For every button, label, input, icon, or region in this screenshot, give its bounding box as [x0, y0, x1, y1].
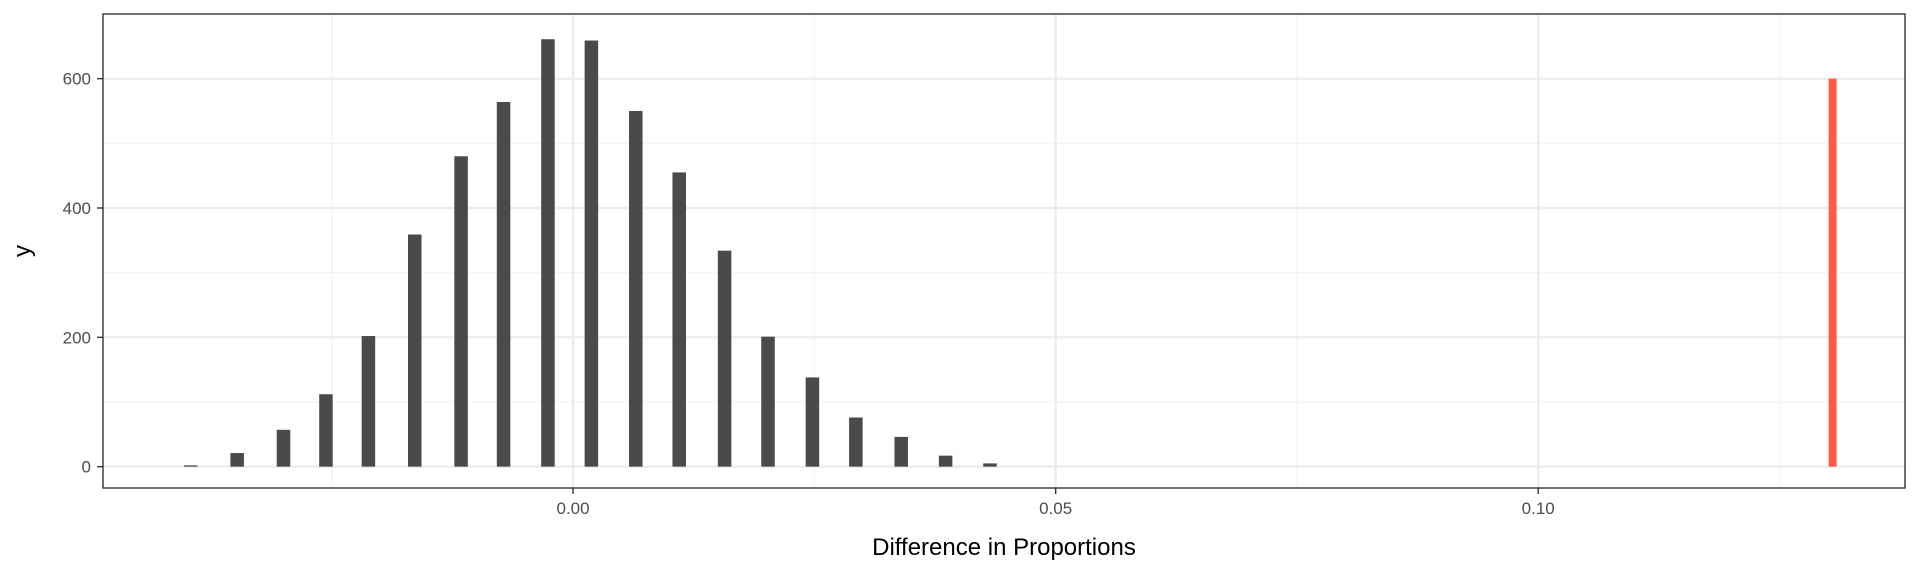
histogram-bar-14	[805, 377, 820, 467]
histogram-bar-4	[361, 336, 376, 467]
x-tick-label-2: 0.10	[1522, 499, 1555, 518]
histogram-bar-12	[717, 250, 732, 467]
histogram-bar-1	[230, 453, 244, 467]
histogram-bar-16	[894, 436, 908, 467]
histogram-bar-17	[938, 455, 953, 467]
histogram-bar-6	[454, 156, 468, 467]
histogram-bar-11	[672, 172, 686, 467]
histogram-bar-5	[407, 234, 422, 467]
x-axis-tick-labels: 0.00 0.05 0.10	[556, 499, 1554, 518]
y-axis-tick-labels: 0 200 400 600	[63, 70, 91, 477]
plot-panel-border	[102, 13, 1906, 489]
y-tick-label-1: 200	[63, 328, 91, 347]
histogram-bar-8	[541, 39, 555, 467]
axis-ticks	[97, 77, 1539, 494]
histogram-bar-3	[319, 394, 333, 467]
histogram-bar-7	[496, 101, 511, 467]
histogram-bar-18	[983, 463, 997, 467]
histogram-bar-2	[276, 429, 291, 467]
histogram-bar-15	[849, 417, 863, 467]
x-axis-title: Difference in Proportions	[872, 534, 1136, 561]
major-gridlines	[103, 14, 1905, 488]
histogram-bar-0	[184, 465, 198, 467]
histogram-bar-10	[629, 110, 643, 467]
y-tick-label-3: 600	[63, 70, 91, 89]
x-tick-label-0: 0.00	[556, 499, 589, 518]
histogram-bar-13	[761, 336, 775, 467]
y-tick-label-2: 400	[63, 199, 91, 218]
histogram-bar-9	[584, 40, 599, 467]
histogram-bars	[184, 39, 997, 467]
minor-gridlines	[103, 14, 1905, 488]
x-tick-label-1: 0.05	[1039, 499, 1072, 518]
y-tick-label-0: 0	[82, 458, 91, 477]
y-axis-title: y	[9, 245, 36, 257]
